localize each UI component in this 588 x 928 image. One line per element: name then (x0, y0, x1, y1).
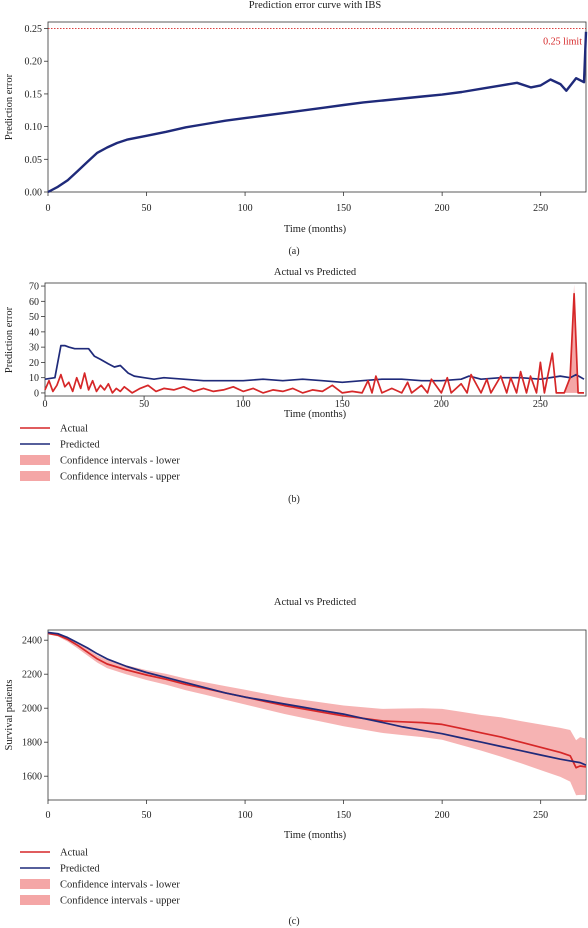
chart-b-legend-label-confidence-intervals-upper: Confidence intervals - upper (60, 472, 180, 483)
chart-b-xtick-label: 150 (335, 399, 350, 410)
chart-a-xtick-label: 0 (46, 203, 51, 214)
chart-b-actual-line (44, 292, 584, 394)
chart-b-ytick-label: 60 (29, 297, 39, 308)
chart-b-marks: 0 50 100 150 200 250 0 10 20 30 40 50 60 70 (29, 282, 585, 410)
chart-c: Actual vs Predicted Survival patients Ti… (4, 597, 587, 927)
chart-b-ytick-label: 70 (29, 282, 39, 293)
chart-b-title: Actual vs Predicted (274, 267, 357, 278)
chart-a-marks: 0 50 100 150 200 250 0.00 0.05 0.10 0.15 0.20 0.25 0… (25, 24, 588, 214)
chart-a-xlabel: Time (months) (284, 224, 347, 235)
chart-c-xtick-label: 50 (142, 810, 152, 821)
chart-a: Prediction error curve with IBS Predicti… (4, 0, 588, 257)
chart-b-ytick-label: 20 (29, 358, 39, 369)
chart-b-predicted-line (44, 344, 585, 384)
chart-c-legend: Actual Predicted Confidence intervals - lo… (20, 848, 180, 907)
chart-b-xtick-label: 0 (43, 399, 48, 410)
chart-c-xtick-label: 100 (238, 810, 253, 821)
chart-a-ytick-label: 0.25 (25, 24, 43, 35)
chart-b-xtick-label: 250 (533, 399, 548, 410)
chart-c-legend-swatch-confidence-intervals-lower (20, 879, 50, 889)
chart-a-ytick-label: 0.05 (25, 155, 43, 166)
chart-c-legend-label-actual: Actual (60, 848, 88, 859)
chart-b-xtick-label: 50 (139, 399, 149, 410)
chart-c-xtick-label: 150 (336, 810, 351, 821)
chart-c-title: Actual vs Predicted (274, 597, 357, 608)
chart-b-legend-swatch-confidence-intervals-lower (20, 455, 50, 465)
chart-b-ytick-label: 0 (34, 388, 39, 399)
chart-c-ytick-label: 2000 (22, 704, 42, 715)
chart-a-xtick-label: 100 (238, 203, 253, 214)
chart-b-ytick-label: 50 (29, 312, 39, 323)
chart-c-xtick-label: 0 (46, 810, 51, 821)
chart-a-series-line (47, 31, 588, 194)
chart-b-legend-label-confidence-intervals-lower: Confidence intervals - lower (60, 456, 180, 467)
chart-c-predicted-line (47, 631, 587, 766)
chart-b-xlabel: Time (months) (284, 409, 347, 420)
chart-a-reference-label: 0.25 limit (543, 37, 582, 48)
chart-c-legend-label-predicted: Predicted (60, 864, 100, 875)
chart-b: Actual vs Predicted Prediction error Tim… (4, 267, 587, 505)
chart-c-confidence-band (48, 632, 586, 796)
chart-a-xtick-label: 150 (336, 203, 351, 214)
chart-a-ytick-label: 0.15 (25, 89, 43, 100)
chart-c-legend-label-confidence-intervals-upper: Confidence intervals - upper (60, 896, 180, 907)
chart-c-xtick-label: 200 (435, 810, 450, 821)
chart-c-ylabel: Survival patients (4, 680, 15, 751)
chart-b-ytick-label: 30 (29, 343, 39, 354)
chart-c-xtick-label: 250 (533, 810, 548, 821)
chart-c-marks: 0 50 100 150 200 250 1600 1800 2000 2200 2400 (22, 631, 587, 821)
chart-c-legend-label-confidence-intervals-lower: Confidence intervals - lower (60, 880, 180, 891)
chart-b-legend-swatch-confidence-intervals-upper (20, 471, 50, 481)
chart-a-ytick-label: 0.20 (25, 57, 43, 68)
chart-b-legend-label-actual: Actual (60, 424, 88, 435)
chart-a-frame (47, 21, 587, 193)
chart-a-xtick-label: 250 (533, 203, 548, 214)
chart-b-confidence-band (564, 284, 584, 393)
chart-a-xtick-label: 50 (142, 203, 152, 214)
chart-c-ytick-label: 1600 (22, 772, 42, 783)
chart-c-ytick-label: 2400 (22, 636, 42, 647)
chart-b-panel-label: (b) (288, 494, 300, 505)
chart-c-ytick-label: 2200 (22, 670, 42, 681)
chart-c-frame (47, 629, 587, 801)
chart-b-ytick-label: 40 (29, 327, 39, 338)
chart-a-ytick-label: 0.00 (25, 188, 43, 199)
chart-a-panel-label: (a) (288, 246, 299, 257)
chart-a-xtick-label: 200 (435, 203, 450, 214)
chart-a-title: Prediction error curve with IBS (249, 0, 382, 11)
chart-b-frame (44, 282, 587, 397)
chart-b-xtick-label: 100 (236, 399, 251, 410)
chart-c-xlabel: Time (months) (284, 830, 347, 841)
chart-b-ylabel: Prediction error (4, 306, 15, 373)
chart-c-ytick-label: 1800 (22, 738, 42, 749)
chart-b-xtick-label: 200 (434, 399, 449, 410)
chart-a-ytick-label: 0.10 (25, 122, 43, 133)
chart-b-legend-label-predicted: Predicted (60, 440, 100, 451)
chart-b-legend: Actual Predicted Confidence intervals - lo… (20, 424, 180, 483)
chart-a-ylabel: Prediction error (4, 73, 15, 140)
chart-c-legend-swatch-confidence-intervals-upper (20, 895, 50, 905)
chart-b-ytick-label: 10 (29, 373, 39, 384)
chart-c-actual-line (47, 632, 587, 769)
chart-c-panel-label: (c) (288, 916, 299, 927)
